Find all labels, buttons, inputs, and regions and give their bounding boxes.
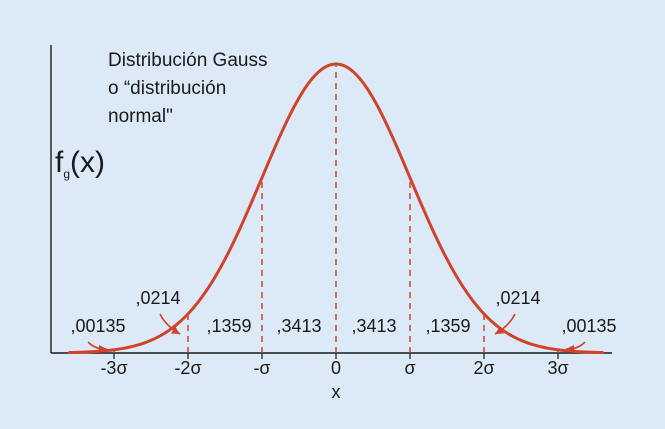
title-line-2: o “distribución xyxy=(108,78,226,99)
y-axis-label-suffix: (x) xyxy=(70,146,105,179)
y-axis-label-main: f xyxy=(55,146,64,179)
area-probability-label: ,3413 xyxy=(351,316,396,336)
x-tick-label: 2σ xyxy=(473,358,494,378)
area-probability-label: ,1359 xyxy=(425,316,470,336)
area-probability-label: ,3413 xyxy=(276,316,321,336)
y-axis-label: fg(x) xyxy=(55,146,105,181)
area-probability-label: ,00135 xyxy=(561,316,616,336)
area-probability-label: ,00135 xyxy=(70,316,125,336)
area-probability-label: ,0214 xyxy=(495,288,540,308)
arrow-head-icon xyxy=(495,326,504,334)
title-line-3: normal" xyxy=(108,106,173,127)
x-tick-label: σ xyxy=(404,358,415,378)
gauss-curve xyxy=(68,62,604,355)
x-tick-label: 0 xyxy=(331,358,341,378)
arrow-head-icon xyxy=(171,326,180,334)
area-probability-label: ,1359 xyxy=(206,316,251,336)
y-axis-label-subscript: g xyxy=(63,167,70,181)
area-probability-label: ,0214 xyxy=(135,288,180,308)
x-tick-label: -3σ xyxy=(100,358,127,378)
x-tick-label: -2σ xyxy=(174,358,201,378)
title-line-1: Distribución Gauss xyxy=(108,50,267,71)
x-tick-label: 3σ xyxy=(547,358,568,378)
x-tick-label: -σ xyxy=(253,358,270,378)
arrow-head-icon xyxy=(99,345,107,353)
arrow-head-icon xyxy=(566,345,574,353)
x-axis-label: x xyxy=(332,382,341,402)
